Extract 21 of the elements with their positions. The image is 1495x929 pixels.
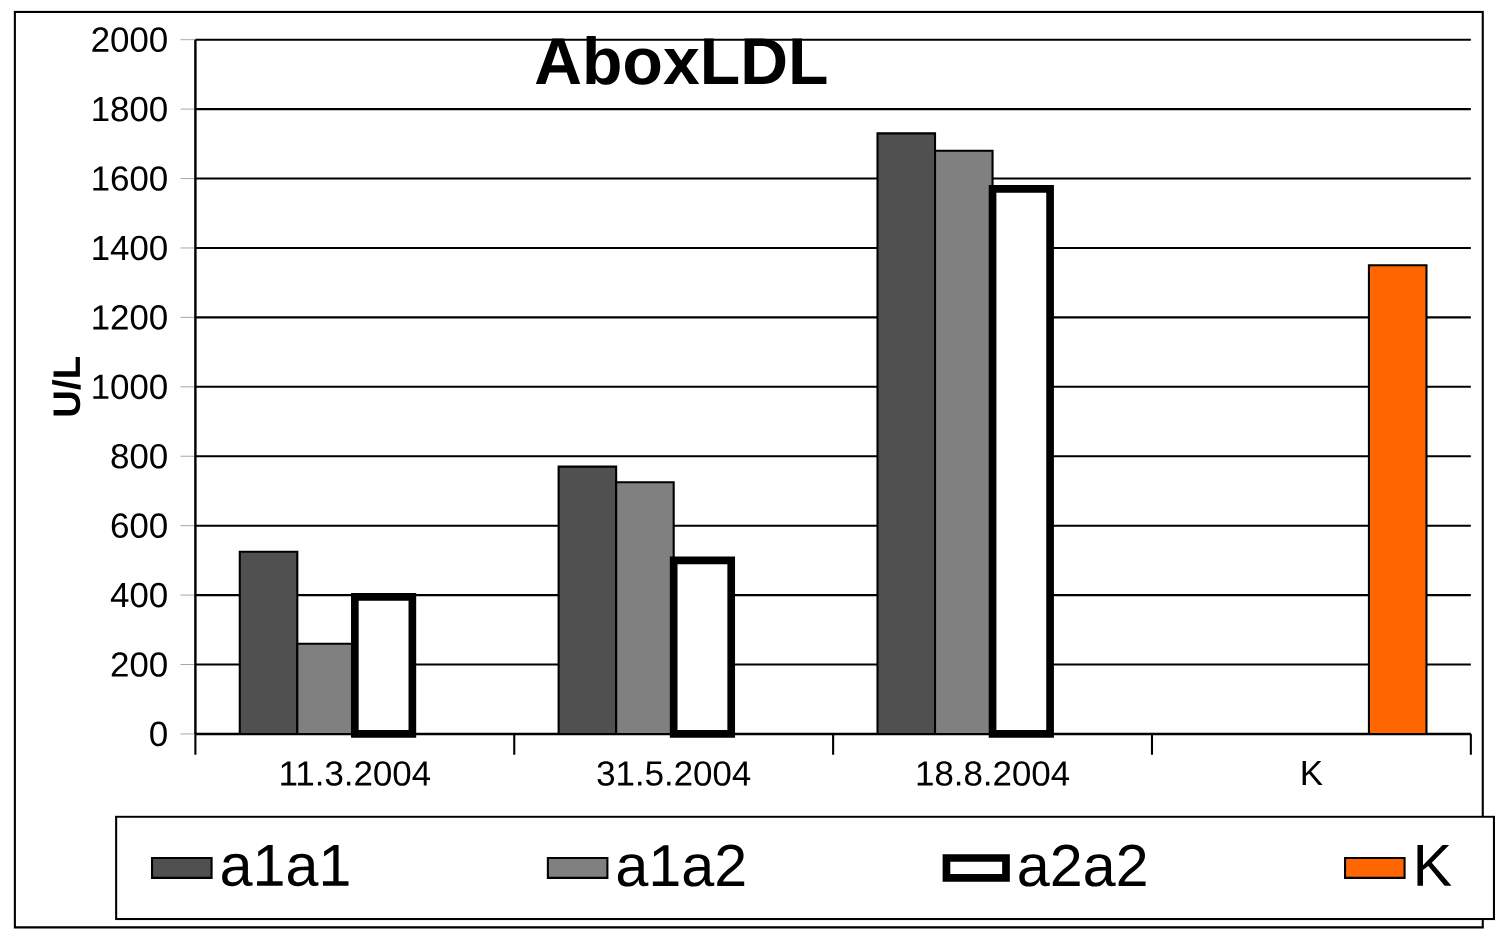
y-tick-label: 600 xyxy=(111,513,167,538)
y-tick-label: 800 xyxy=(111,443,167,469)
x-tick-label: K xyxy=(1302,760,1323,785)
y-tick-label: 1200 xyxy=(93,304,167,330)
x-tick-label: 18.8.2004 xyxy=(917,760,1070,786)
y-tick-label: 200 xyxy=(111,652,167,677)
y-tick-label: 1600 xyxy=(93,166,167,191)
chart-title: AboxLDL xyxy=(535,35,827,85)
y-tick-label: 1400 xyxy=(93,235,167,261)
y-tick-label: 400 xyxy=(110,582,167,608)
y-tick-label: 1800 xyxy=(93,96,167,122)
legend-label: K xyxy=(1417,844,1452,886)
legend-label: a1a1 xyxy=(222,844,349,887)
x-tick-label: 11.3.2004 xyxy=(281,760,431,786)
y-tick-label: 2000 xyxy=(92,27,167,52)
y-tick-label: 1000 xyxy=(93,374,167,399)
x-tick-label: 31.5.2004 xyxy=(597,760,751,786)
legend-label: a2a2 xyxy=(1019,844,1146,887)
legend-label: a1a2 xyxy=(617,844,745,887)
y-axis-title: U/L xyxy=(52,356,81,416)
y-tick-label: 0 xyxy=(150,721,167,747)
